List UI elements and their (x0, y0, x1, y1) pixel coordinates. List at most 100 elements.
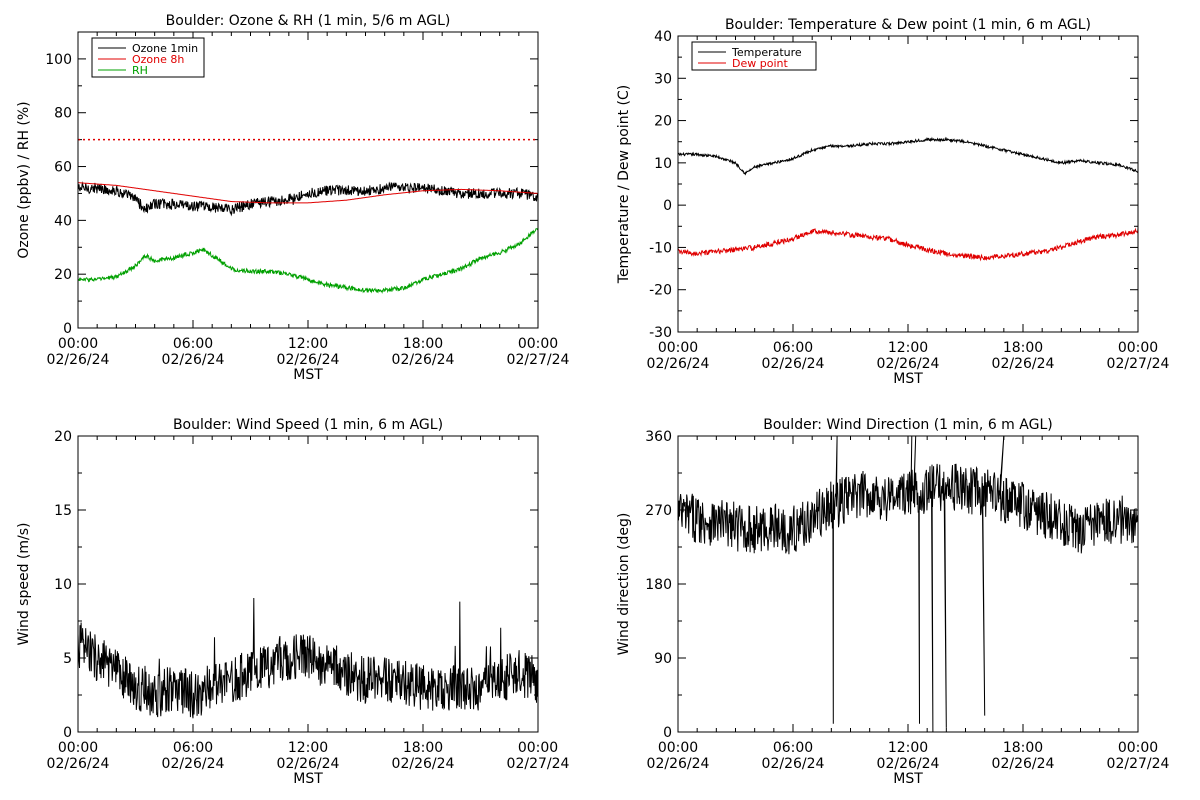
chart-wind_speed: Boulder: Wind Speed (1 min, 6 m AGL) 0 5 10… (16, 417, 570, 787)
y-tick-label: 100 (45, 52, 72, 68)
chart-wind_direction: Boulder: Wind Direction (1 min, 6 m AGL)… (616, 417, 1170, 787)
x-tick-date-label: 02/27/24 (1107, 356, 1170, 372)
y-tick-label: -10 (649, 240, 672, 256)
y-tick-label: 40 (654, 29, 672, 45)
y-tick-label: 0 (63, 725, 72, 741)
series-line-ozone-1min (78, 181, 538, 217)
y-tick-label: 90 (654, 651, 672, 667)
x-tick-time-label: 18:00 (403, 336, 443, 352)
x-tick-date-label: 02/26/24 (647, 756, 710, 772)
x-tick-time-label: 00:00 (58, 336, 98, 352)
x-tick-time-label: 12:00 (888, 340, 928, 356)
x-tick-time-label: 12:00 (288, 336, 328, 352)
y-tick-label: 180 (645, 577, 672, 593)
x-tick-date-label: 02/27/24 (1107, 756, 1170, 772)
y-tick-label: 60 (54, 160, 72, 176)
x-tick-date-label: 02/26/24 (992, 756, 1055, 772)
x-tick-date-label: 02/26/24 (277, 352, 340, 368)
y-tick-label: 80 (54, 106, 72, 122)
chart-title: Boulder: Wind Direction (1 min, 6 m AGL) (763, 417, 1052, 433)
legend-label: RH (132, 64, 148, 77)
x-tick-time-label: 00:00 (1118, 740, 1158, 756)
x-tick-time-label: 12:00 (888, 740, 928, 756)
x-tick-time-label: 00:00 (1118, 340, 1158, 356)
y-axis-label: Ozone (ppbv) / RH (%) (16, 101, 32, 258)
x-tick-time-label: 12:00 (288, 740, 328, 756)
y-tick-label: 20 (54, 267, 72, 283)
series-line-wind_speed (78, 597, 538, 719)
y-axis-label: Temperature / Dew point (C) (616, 85, 632, 284)
y-tick-label: -30 (649, 325, 672, 341)
x-axis-label: MST (293, 367, 323, 383)
x-axis-label: MST (893, 371, 923, 387)
x-tick-date-label: 02/26/24 (162, 352, 225, 368)
x-tick-time-label: 06:00 (773, 340, 813, 356)
legend-label: Temperature (731, 46, 802, 59)
x-tick-date-label: 02/26/24 (277, 756, 340, 772)
x-tick-time-label: 18:00 (1003, 740, 1043, 756)
y-axis-label: Wind speed (m/s) (16, 523, 32, 646)
series-line-temperature (678, 136, 1138, 176)
y-tick-label: 5 (63, 651, 72, 667)
y-tick-label: 20 (654, 114, 672, 130)
y-tick-label: 10 (54, 577, 72, 593)
y-tick-label: 0 (663, 198, 672, 214)
y-axis-label: Wind direction (deg) (616, 513, 632, 656)
y-tick-label: 15 (54, 503, 72, 519)
x-tick-date-label: 02/26/24 (47, 756, 110, 772)
x-tick-date-label: 02/26/24 (992, 356, 1055, 372)
x-tick-date-label: 02/27/24 (507, 756, 570, 772)
x-axis-label: MST (293, 771, 323, 787)
y-tick-label: 10 (654, 156, 672, 172)
x-tick-date-label: 02/27/24 (507, 352, 570, 368)
chart-temp_dew: Boulder: Temperature & Dew point (1 min,… (616, 17, 1170, 387)
chart-title: Boulder: Wind Speed (1 min, 6 m AGL) (173, 417, 443, 433)
x-tick-date-label: 02/26/24 (762, 356, 825, 372)
series-line-ozone-8h (78, 182, 538, 204)
plot-area (78, 181, 538, 294)
x-tick-time-label: 00:00 (518, 336, 558, 352)
legend-label: Ozone 8h (132, 53, 184, 66)
x-tick-date-label: 02/26/24 (877, 756, 940, 772)
x-tick-time-label: 06:00 (173, 336, 213, 352)
x-tick-date-label: 02/26/24 (762, 756, 825, 772)
x-tick-date-label: 02/26/24 (162, 756, 225, 772)
series-line-dew-point (678, 227, 1138, 262)
y-tick-label: 0 (663, 725, 672, 741)
y-tick-label: -20 (649, 283, 672, 299)
series-line-wind_direction (678, 436, 1138, 732)
x-tick-time-label: 18:00 (403, 740, 443, 756)
x-tick-time-label: 00:00 (658, 740, 698, 756)
legend-label: Ozone 1min (132, 42, 198, 55)
x-tick-time-label: 00:00 (658, 340, 698, 356)
y-tick-label: 20 (54, 429, 72, 445)
x-tick-time-label: 06:00 (173, 740, 213, 756)
y-tick-label: 30 (654, 71, 672, 87)
x-tick-date-label: 02/26/24 (647, 356, 710, 372)
plot-frame (677, 35, 1139, 333)
plot-frame (677, 435, 1139, 733)
series-line-rh (78, 228, 538, 294)
y-tick-label: 40 (54, 213, 72, 229)
y-tick-label: 0 (63, 321, 72, 337)
x-tick-time-label: 00:00 (58, 740, 98, 756)
x-tick-date-label: 02/26/24 (392, 756, 455, 772)
chart-ozone_rh: Boulder: Ozone & RH (1 min, 5/6 m AGL)02… (16, 13, 570, 383)
y-tick-label: 270 (645, 503, 672, 519)
chart-title: Boulder: Ozone & RH (1 min, 5/6 m AGL) (166, 13, 451, 29)
x-tick-time-label: 00:00 (518, 740, 558, 756)
plot-area (678, 436, 1138, 732)
legend-label: Dew point (732, 57, 788, 70)
x-tick-date-label: 02/26/24 (47, 352, 110, 368)
legend-box (691, 41, 817, 71)
chart-title: Boulder: Temperature & Dew point (1 min,… (725, 17, 1091, 33)
plot-area (678, 136, 1138, 262)
plot-area (78, 597, 538, 719)
x-tick-time-label: 18:00 (1003, 340, 1043, 356)
plot-frame (77, 31, 539, 329)
x-tick-date-label: 02/26/24 (877, 356, 940, 372)
x-tick-time-label: 06:00 (773, 740, 813, 756)
